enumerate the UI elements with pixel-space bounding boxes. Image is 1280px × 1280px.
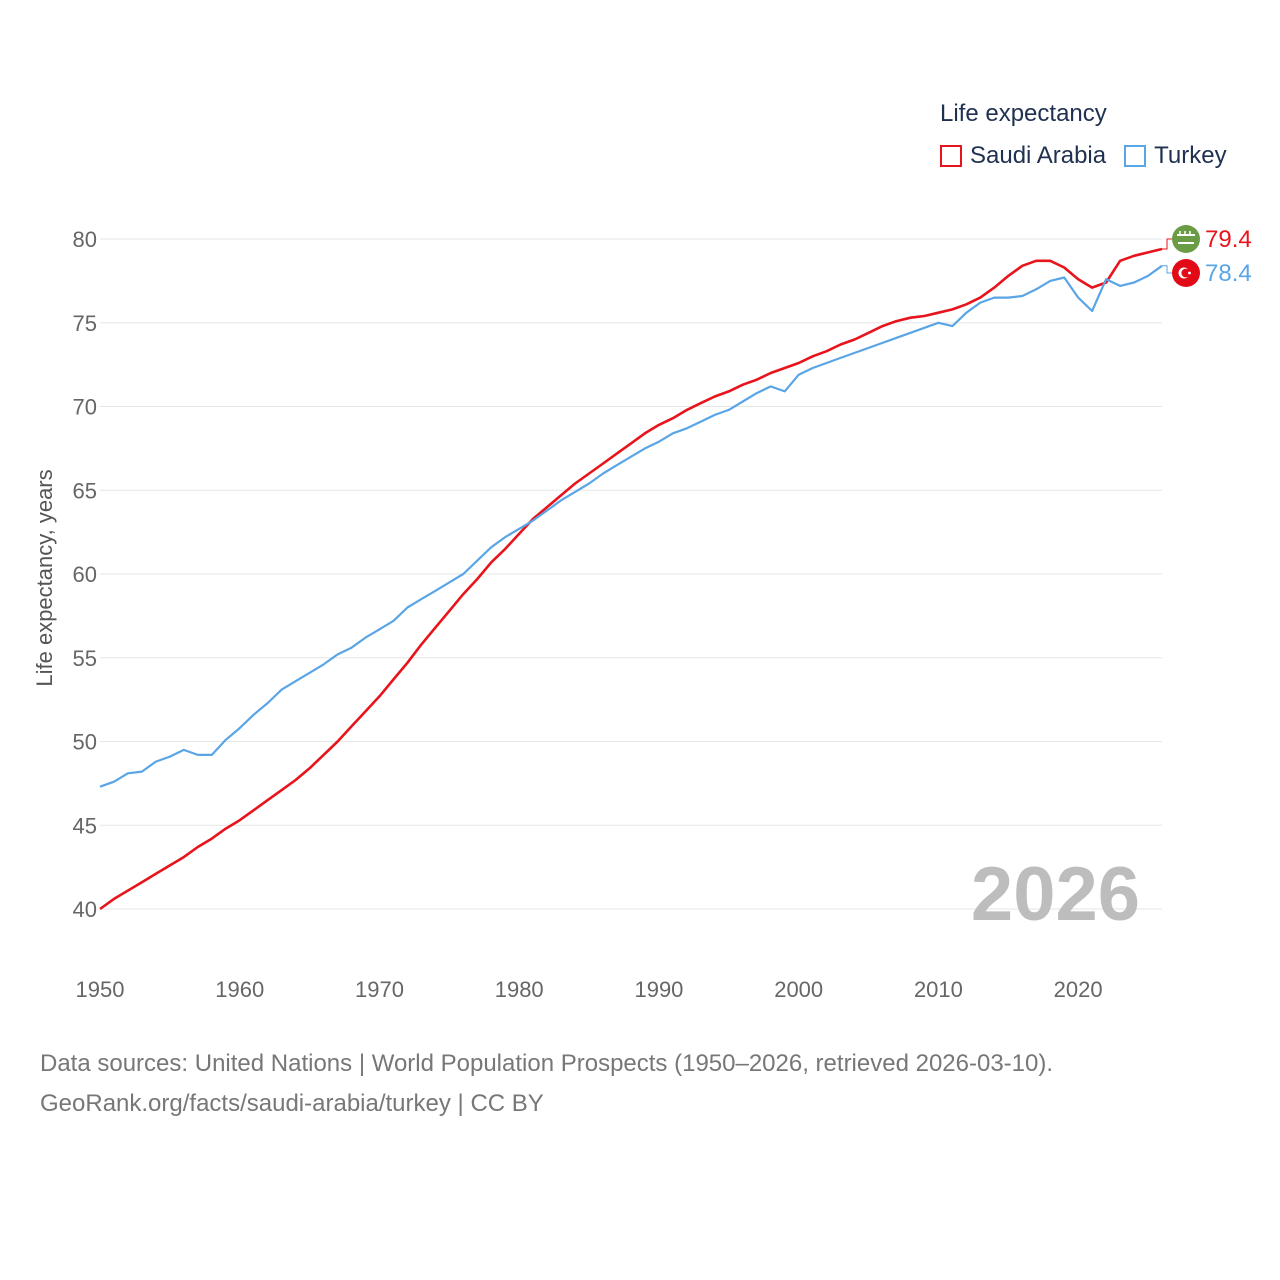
- series-line-saudi-arabia: [99, 247, 1163, 911]
- y-tick-label: 50: [73, 730, 97, 755]
- x-tick-label: 1970: [355, 977, 404, 1002]
- x-tick-label: 1960: [215, 977, 264, 1002]
- turkey-flag-icon: [1172, 259, 1200, 287]
- legend-label-turkey: Turkey: [1154, 142, 1227, 169]
- y-tick-label: 80: [73, 227, 97, 252]
- x-tick-label: 1990: [634, 977, 683, 1002]
- y-tick-label: 70: [73, 395, 97, 420]
- end-value-label-turkey: 78.4: [1205, 260, 1252, 287]
- legend-item-turkey[interactable]: Turkey: [1124, 142, 1227, 170]
- series-lines: [99, 247, 1163, 911]
- grid-lines: [100, 238, 1162, 910]
- x-tick-label: 2010: [914, 977, 963, 1002]
- year-annotation: 2026: [971, 852, 1140, 937]
- legend: Saudi Arabia Turkey: [940, 142, 1245, 170]
- y-tick-label: 45: [73, 813, 97, 838]
- y-axis-label: Life expectancy, years: [32, 469, 57, 686]
- source-note: Data sources: United Nations | World Pop…: [40, 1044, 1053, 1124]
- series-line-turkey: [99, 264, 1163, 788]
- saudi-arabia-flag-icon: [1172, 225, 1200, 253]
- x-axis-ticks: 1950 1960 1970 1980 1990 2000 2010 2020: [76, 977, 1103, 1002]
- end-value-label-saudi-arabia: 79.4: [1205, 226, 1252, 253]
- y-axis-ticks: 40 45 50 55 60 65 70 75 80: [73, 227, 97, 922]
- end-markers: 79.4 78.4: [1162, 225, 1252, 287]
- y-tick-label: 60: [73, 562, 97, 587]
- legend-item-saudi-arabia[interactable]: Saudi Arabia: [940, 142, 1106, 170]
- y-tick-label: 55: [73, 646, 97, 671]
- x-tick-label: 1950: [76, 977, 125, 1002]
- source-line-1: Data sources: United Nations | World Pop…: [40, 1050, 1054, 1077]
- legend-label-saudi-arabia: Saudi Arabia: [970, 142, 1107, 169]
- legend-title: Life expectancy: [940, 100, 1107, 127]
- end-connector-turkey: [1162, 265, 1172, 274]
- y-tick-label: 40: [73, 897, 97, 922]
- x-tick-label: 2000: [774, 977, 823, 1002]
- end-connector-saudi-arabia: [1162, 238, 1172, 250]
- source-line-2[interactable]: GeoRank.org/facts/saudi-arabia/turkey | …: [40, 1090, 544, 1117]
- y-tick-label: 65: [73, 478, 97, 503]
- legend-swatch-saudi-arabia: [940, 145, 962, 167]
- x-tick-label: 2020: [1054, 977, 1103, 1002]
- legend-swatch-turkey: [1124, 145, 1147, 167]
- y-tick-label: 75: [73, 311, 97, 336]
- x-tick-label: 1980: [495, 977, 544, 1002]
